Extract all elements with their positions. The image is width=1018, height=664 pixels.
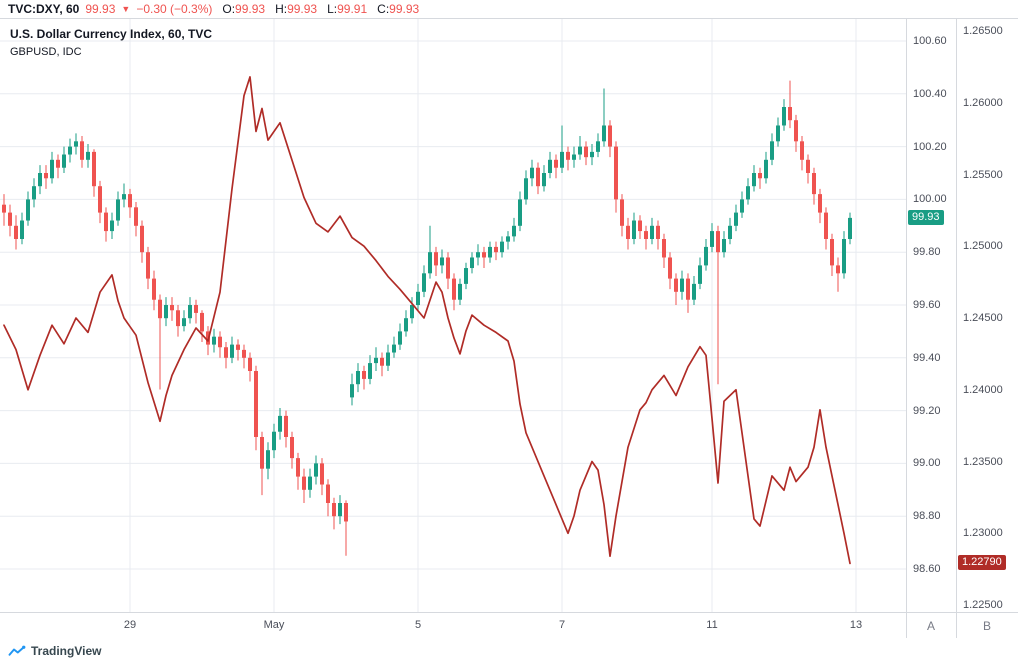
price-tick-label: 100.00 [913, 193, 947, 206]
legend-overlay-series[interactable]: GBPUSD, IDC [10, 46, 82, 58]
time-scale[interactable]: A B 29 May 5 7 11 13 [0, 612, 1018, 638]
time-tick-label: 29 [123, 619, 137, 631]
chart-legend: U.S. Dollar Currency Index, 60, TVC GBPU… [10, 27, 212, 58]
price-scale-dxy[interactable]: 99.93 100.60 100.40 100.20 100.00 99.80 99.60… [906, 19, 956, 612]
price-tick-label: 1.24000 [963, 383, 1003, 396]
down-arrow-icon: ▼ [121, 4, 131, 14]
price-tick-label: 1.26000 [963, 96, 1003, 109]
time-tick-label: 7 [558, 619, 566, 631]
chart-plot[interactable]: U.S. Dollar Currency Index, 60, TVC GBPU… [0, 19, 906, 613]
chart-main-row: U.S. Dollar Currency Index, 60, TVC GBPU… [0, 18, 1018, 613]
symbol-info-bar: TVC:DXY, 60 99.93 ▼ −0.30 (−0.3%) O: 99.9… [0, 0, 1018, 18]
close-label: C: [377, 2, 390, 16]
time-tick-label: 5 [414, 619, 422, 631]
legend-main-series[interactable]: U.S. Dollar Currency Index, 60, TVC [10, 27, 213, 41]
footer-bar: TradingView [0, 638, 1018, 664]
axis-separator [906, 613, 907, 638]
chart-canvas [0, 19, 906, 613]
price-tick-label: 100.60 [913, 35, 947, 47]
gbpusd-last-price-badge: 1.22790 [958, 555, 1006, 571]
price-tick-label: 99.00 [913, 457, 941, 470]
price-scale-gbpusd[interactable]: 1.22790 1.26500 1.26000 1.25500 1.25000 1.24… [956, 19, 1018, 612]
open-value: 99.93 [235, 2, 266, 16]
price-tick-label: 98.80 [913, 510, 941, 523]
price-tick-label: 1.25000 [963, 240, 1003, 253]
time-tick-label: May [263, 619, 285, 631]
time-tick-label: 11 [706, 619, 718, 631]
price-tick-label: 100.20 [913, 140, 947, 153]
low-value: 99.91 [337, 2, 368, 16]
symbol-name[interactable]: TVC:DXY, 60 [8, 2, 80, 16]
low-label: L: [327, 2, 338, 16]
price-tick-label: 1.22500 [963, 599, 1003, 611]
auto-scale-button-a[interactable]: A [926, 619, 935, 633]
axis-separator [956, 613, 957, 638]
price-tick-label: 1.24500 [963, 312, 1003, 324]
price-tick-label: 99.20 [913, 404, 941, 417]
price-tick-label: 1.26500 [963, 25, 1003, 37]
price-tick-label: 100.40 [913, 87, 947, 100]
price-tick-label: 1.25500 [963, 168, 1003, 181]
price-tick-label: 1.23500 [963, 455, 1003, 468]
last-price: 99.93 [85, 2, 116, 16]
price-tick-label: 99.60 [913, 299, 941, 311]
tradingview-brand-text[interactable]: TradingView [31, 644, 102, 658]
price-change: −0.30 (−0.3%) [136, 2, 213, 16]
tradingview-logo-icon [8, 644, 26, 658]
auto-scale-button-b[interactable]: B [982, 619, 991, 633]
price-tick-label: 99.40 [913, 351, 941, 364]
price-tick-label: 99.80 [913, 246, 941, 259]
high-value: 99.93 [287, 2, 318, 16]
close-value: 99.93 [389, 2, 420, 16]
price-tick-label: 98.60 [913, 563, 941, 575]
open-label: O: [222, 2, 236, 16]
dxy-last-price-badge: 99.93 [908, 209, 944, 225]
time-tick-label: 13 [849, 619, 863, 631]
price-tick-label: 1.23000 [963, 527, 1003, 540]
high-label: H: [275, 2, 288, 16]
